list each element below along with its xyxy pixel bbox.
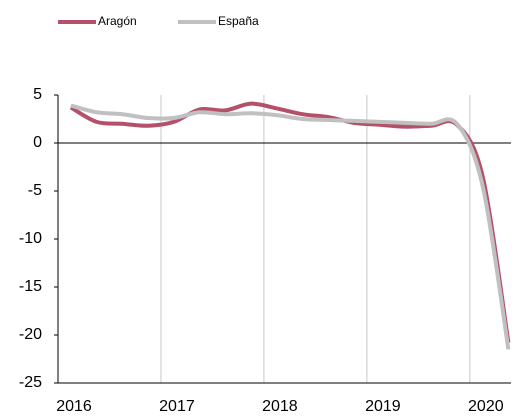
y-tick-label: 0: [33, 134, 42, 151]
y-tick-label: -25: [19, 374, 42, 391]
x-tick-label: 2017: [159, 398, 195, 415]
x-tick-label: 2020: [468, 398, 504, 415]
series-line: [70, 103, 511, 350]
series-line: [69, 101, 511, 343]
x-tick-label: 2016: [56, 398, 92, 415]
y-tick-label: -10: [19, 230, 42, 247]
legend-label: Aragón: [98, 14, 137, 28]
legend-label: España: [218, 14, 259, 28]
y-tick-label: -5: [28, 182, 42, 199]
y-tick-label: 5: [33, 86, 42, 103]
y-tick-label: -15: [19, 278, 42, 295]
x-tick-label: 2018: [262, 398, 298, 415]
x-tick-label: 2019: [365, 398, 401, 415]
y-tick-label: -20: [19, 326, 42, 343]
